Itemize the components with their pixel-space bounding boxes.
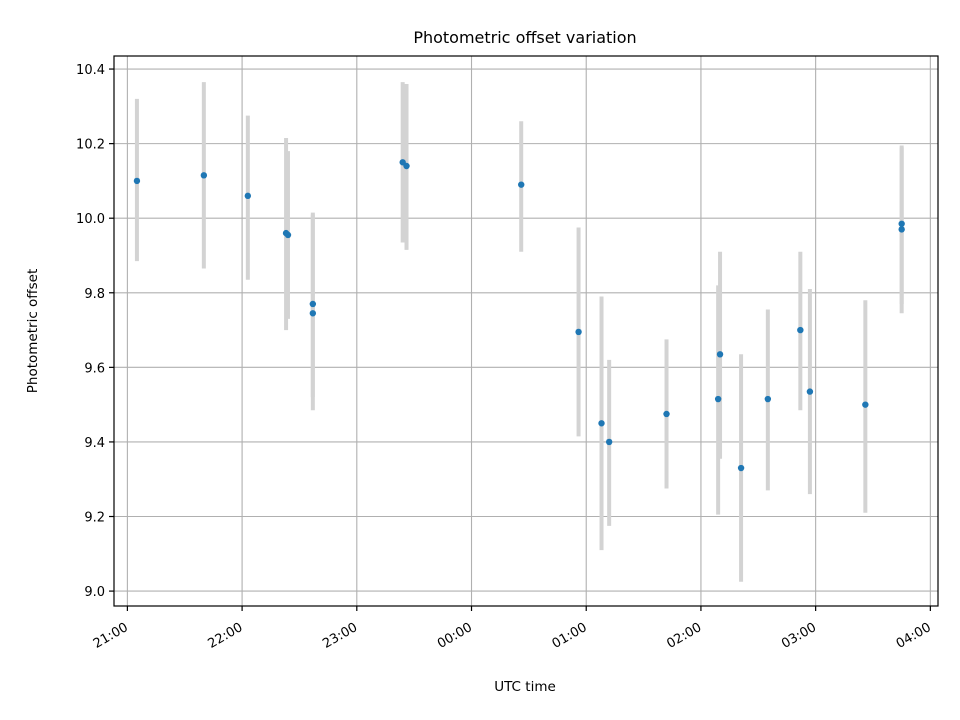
point-layer bbox=[133, 159, 905, 472]
grid-layer bbox=[114, 56, 938, 606]
data-point bbox=[200, 172, 208, 179]
x-tick-label: 03:00 bbox=[779, 620, 819, 652]
data-point bbox=[806, 388, 814, 395]
y-tick-label: 9.8 bbox=[84, 287, 105, 302]
data-point bbox=[575, 328, 582, 336]
data-point bbox=[898, 220, 905, 227]
x-tick-label: 23:00 bbox=[320, 620, 360, 652]
data-point bbox=[714, 395, 722, 403]
data-point bbox=[716, 351, 724, 358]
y-tick-label: 9.6 bbox=[84, 361, 105, 376]
data-point bbox=[737, 464, 745, 472]
x-tick-label: 21:00 bbox=[91, 620, 131, 652]
error-bar-layer bbox=[134, 82, 904, 582]
data-point bbox=[764, 395, 772, 403]
data-point bbox=[284, 231, 292, 239]
y-tick-label: 9.2 bbox=[84, 511, 105, 526]
y-axis-label: Photometric offset bbox=[25, 269, 41, 393]
plot-frame bbox=[113, 55, 939, 607]
x-tick-label: 22:00 bbox=[206, 620, 246, 652]
data-point bbox=[862, 401, 869, 408]
data-point bbox=[244, 192, 252, 200]
y-tick-label: 10.2 bbox=[76, 138, 105, 153]
x-tick-label: 00:00 bbox=[435, 620, 475, 652]
data-point bbox=[309, 310, 317, 317]
x-axis-label: UTC time bbox=[494, 679, 556, 695]
data-point bbox=[605, 438, 613, 446]
chart-title: Photometric offset variation bbox=[413, 28, 636, 47]
data-point bbox=[403, 162, 410, 170]
x-tick-label: 01:00 bbox=[550, 620, 590, 652]
data-point bbox=[898, 226, 905, 233]
x-tick-label: 02:00 bbox=[664, 620, 704, 652]
y-tick-label: 10.0 bbox=[76, 212, 105, 227]
data-point bbox=[797, 326, 804, 334]
x-tick-label: 04:00 bbox=[894, 620, 934, 652]
y-axis-ticks: 9.0 9.2 9.4 9.6 9.8 10.0 10.2 10.4 bbox=[76, 63, 114, 600]
data-point bbox=[518, 181, 525, 188]
y-tick-label: 9.0 bbox=[84, 585, 105, 600]
y-tick-label: 10.4 bbox=[76, 63, 105, 78]
data-point bbox=[309, 300, 317, 308]
data-point bbox=[598, 420, 605, 427]
y-tick-label: 9.4 bbox=[84, 436, 105, 451]
data-point bbox=[663, 410, 670, 418]
data-point bbox=[133, 177, 141, 185]
x-axis-ticks: 21:00 22:00 23:00 00:00 01:00 02:00 03:00 04:00 bbox=[91, 606, 934, 652]
